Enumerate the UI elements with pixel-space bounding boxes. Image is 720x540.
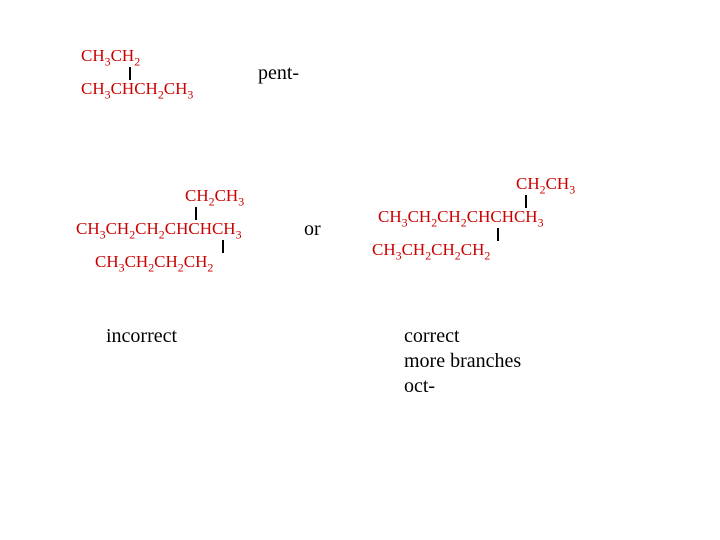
correct-label-1: correct: [404, 325, 460, 348]
left-branch-top: CH2CH3: [185, 187, 244, 208]
correct-label-3: oct-: [404, 375, 435, 398]
left-bond-bot: [222, 240, 224, 253]
left-main: CH3CH2CH2CHCHCH3: [76, 220, 242, 241]
top-branch: CH3CH2: [81, 47, 140, 68]
right-branch-top: CH2CH3: [516, 175, 575, 196]
top-main: CH3CHCH2CH3: [81, 80, 193, 101]
left-branch-bot: CH3CH2CH2CH2: [95, 253, 213, 274]
pent-label: pent-: [258, 62, 299, 85]
or-label: or: [304, 218, 321, 241]
incorrect-label: incorrect: [106, 325, 177, 348]
correct-label-2: more branches: [404, 350, 521, 373]
right-bond-bot: [497, 228, 499, 241]
right-branch-bot: CH3CH2CH2CH2: [372, 241, 490, 262]
right-main: CH3CH2CH2CHCHCH3: [378, 208, 544, 229]
